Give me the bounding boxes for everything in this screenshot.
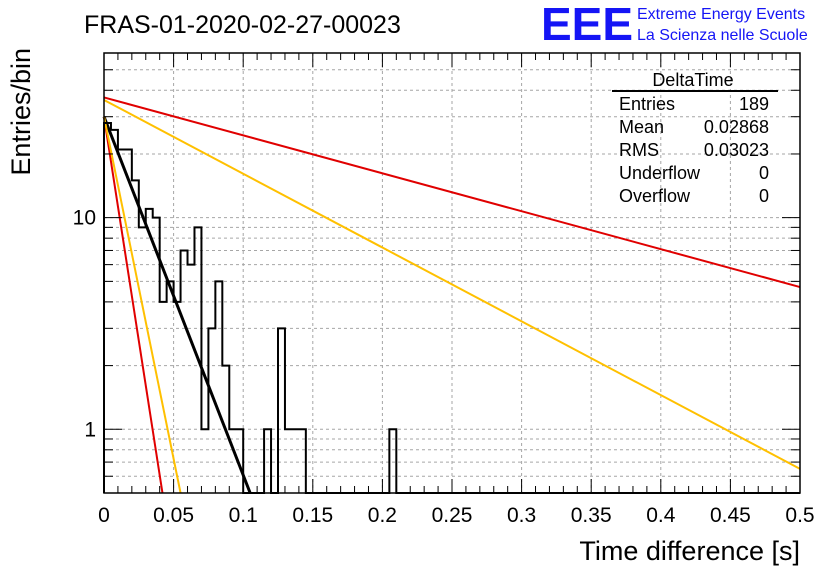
histogram-bin: [215, 281, 222, 493]
histogram-bin: [201, 429, 208, 493]
y-tick-label: 1: [84, 418, 96, 441]
histogram-bin: [118, 149, 125, 493]
brand-line-1: Extreme Energy Events: [637, 6, 805, 23]
stats-entries-value: 189: [739, 94, 769, 114]
histogram-bin: [229, 429, 236, 493]
x-tick-label: 0.35: [571, 504, 612, 527]
axis-ticks: 0 0.05 0.1 0.15 0.2 0.25 0.3 0.35 0.4 0.45 0.5 1 10: [73, 53, 815, 527]
stats-overflow-value: 0: [759, 186, 769, 206]
stats-box: DeltaTime Entries 189 Mean 0.02868 RMS 0…: [612, 70, 778, 206]
x-tick-label: 0.05: [153, 504, 194, 527]
histogram-bin: [278, 328, 285, 493]
x-tick-label: 0.5: [785, 504, 814, 527]
histogram-bin: [146, 209, 153, 493]
y-axis-label: Entries/bin: [6, 48, 36, 176]
histogram-bin: [160, 302, 167, 493]
stats-rms-value: 0.03023: [704, 140, 769, 160]
chart-title: FRAS-01-2020-02-27-00023: [84, 11, 401, 39]
histogram-bin: [264, 429, 271, 493]
stats-entries-label: Entries: [619, 94, 675, 114]
histogram-bin: [208, 328, 215, 493]
stats-title: DeltaTime: [652, 70, 733, 90]
histogram-bin: [153, 218, 160, 493]
x-tick-label: 0.45: [710, 504, 751, 527]
fit-curve-2: [103, 99, 801, 470]
fit-curve-0: [102, 116, 252, 494]
stats-mean-label: Mean: [619, 117, 664, 137]
histogram-bin: [292, 429, 299, 493]
histogram-bin: [299, 429, 306, 493]
histogram-bin: [181, 250, 188, 493]
fit-curve-1: [103, 96, 801, 289]
stats-rms-label: RMS: [619, 140, 659, 160]
stats-mean-value: 0.02868: [704, 117, 769, 137]
histogram-bin: [285, 429, 292, 493]
grid: [104, 53, 800, 493]
x-tick-label: 0.25: [432, 504, 473, 527]
fit-curve-4: [103, 116, 182, 494]
fit-curve-3: [103, 116, 164, 494]
histogram-bin: [389, 429, 396, 493]
x-tick-label: 0.2: [368, 504, 397, 527]
x-tick-label: 0.4: [646, 504, 676, 527]
histogram-bin: [222, 366, 229, 493]
y-tick-label: 10: [73, 207, 96, 230]
x-tick-label: 0.1: [229, 504, 258, 527]
x-axis-label: Time difference [s]: [579, 536, 800, 566]
histogram-bin: [188, 265, 195, 493]
x-tick-label: 0.3: [507, 504, 536, 527]
histogram-bin: [125, 149, 132, 493]
fit-curves: [102, 96, 801, 494]
histogram-bin: [174, 302, 181, 493]
eee-branding: EEE Extreme Energy Events La Scienza nel…: [541, 0, 808, 50]
histogram-bin: [132, 180, 139, 493]
x-tick-label: 0.15: [292, 504, 333, 527]
stats-overflow-label: Overflow: [619, 186, 691, 206]
histogram-bin: [236, 429, 243, 493]
histogram-bin: [139, 227, 146, 493]
eee-logo: EEE: [541, 0, 633, 50]
histogram-bin: [167, 281, 174, 493]
brand-line-2: La Scienza nelle Scuole: [637, 27, 808, 44]
histogram-bin: [104, 123, 111, 493]
stats-underflow-value: 0: [759, 163, 769, 183]
histogram-bin: [194, 227, 201, 493]
x-tick-label: 0: [98, 504, 110, 527]
stats-underflow-label: Underflow: [619, 163, 701, 183]
